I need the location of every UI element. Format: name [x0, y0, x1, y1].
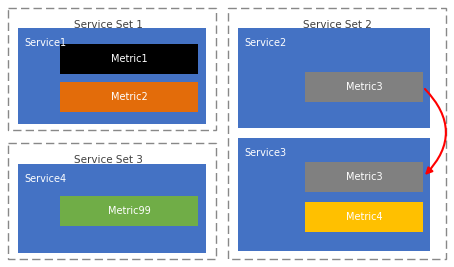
Text: Metric2: Metric2 [111, 92, 148, 102]
Text: Service Set 1: Service Set 1 [74, 20, 143, 30]
Text: Service4: Service4 [24, 174, 66, 184]
Text: Service3: Service3 [244, 148, 286, 158]
Text: Service2: Service2 [244, 38, 286, 48]
Bar [305, 72, 423, 102]
Bar [228, 8, 446, 259]
Text: Metric3: Metric3 [345, 82, 382, 92]
Text: Service Set 3: Service Set 3 [74, 155, 143, 165]
Text: Service1: Service1 [24, 38, 66, 48]
Bar [238, 138, 430, 251]
Bar [8, 143, 216, 259]
Bar [18, 164, 206, 253]
Bar [238, 28, 430, 128]
Bar [60, 196, 198, 226]
Text: Metric3: Metric3 [345, 172, 382, 182]
Text: Metric4: Metric4 [345, 212, 382, 222]
Bar [8, 8, 216, 130]
Bar [305, 162, 423, 192]
Text: Service Set 2: Service Set 2 [302, 20, 371, 30]
Bar [60, 44, 198, 74]
Text: Metric99: Metric99 [108, 206, 150, 216]
Text: Metric1: Metric1 [111, 54, 147, 64]
Bar [60, 82, 198, 112]
Bar [18, 28, 206, 124]
Bar [305, 202, 423, 232]
